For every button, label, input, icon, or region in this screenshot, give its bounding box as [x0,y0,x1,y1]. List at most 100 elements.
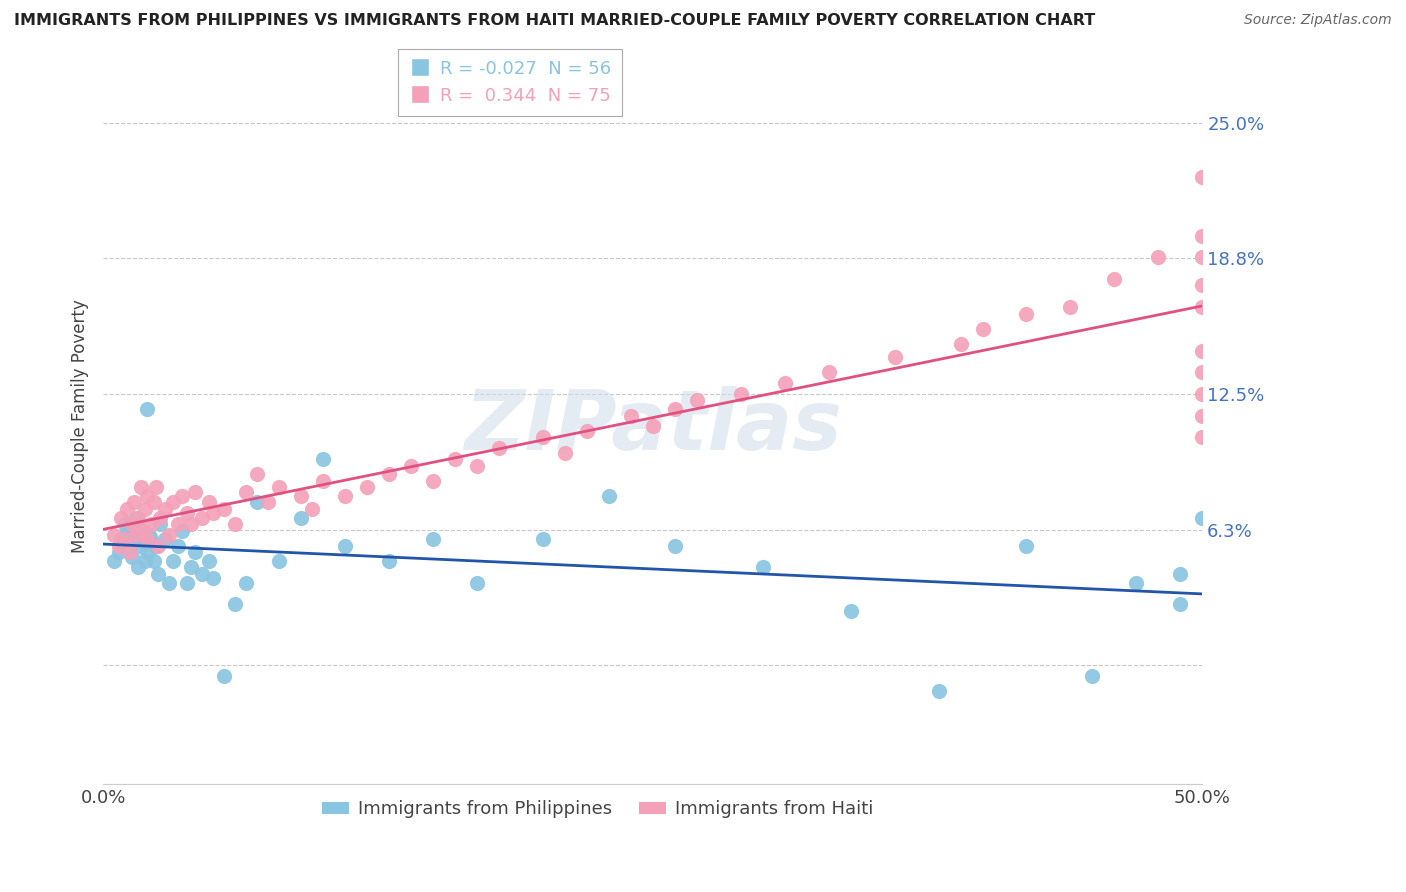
Y-axis label: Married-Couple Family Poverty: Married-Couple Family Poverty [72,300,89,553]
Point [730,387,752,401]
Point [176,506,198,520]
Point [141,533,163,547]
Point [488,441,510,455]
Point [122,495,145,509]
Point [136,545,159,559]
Point [197,495,219,509]
Point [162,554,184,568]
Point [312,474,335,488]
Point [1059,300,1081,314]
Point [598,489,620,503]
Point [1191,343,1213,358]
Point [212,669,235,683]
Point [641,419,664,434]
Point [290,489,312,503]
Point [127,560,149,574]
Point [531,430,554,444]
Text: IMMIGRANTS FROM PHILIPPINES VS IMMIGRANTS FROM HAITI MARRIED-COUPLE FAMILY POVER: IMMIGRANTS FROM PHILIPPINES VS IMMIGRANT… [14,13,1095,29]
Point [149,510,172,524]
Point [114,533,136,547]
Point [1191,300,1213,314]
Point [1081,669,1104,683]
Point [817,365,839,379]
Point [136,489,159,503]
Point [114,517,136,532]
Point [180,560,202,574]
Point [121,517,143,532]
Point [125,533,148,547]
Point [1170,598,1192,612]
Point [1191,250,1213,264]
Point [246,467,269,482]
Point [172,524,194,538]
Point [107,539,129,553]
Point [465,575,488,590]
Point [118,545,141,559]
Point [134,502,156,516]
Point [246,495,269,509]
Point [399,458,422,473]
Point [267,480,290,494]
Point [134,554,156,568]
Point [110,510,132,524]
Point [202,506,225,520]
Point [531,533,554,547]
Point [1104,272,1126,286]
Point [1191,169,1213,184]
Point [686,393,709,408]
Point [118,539,141,553]
Point [1191,228,1213,243]
Point [146,539,169,553]
Point [142,554,165,568]
Point [1191,278,1213,293]
Point [197,554,219,568]
Point [1015,539,1038,553]
Point [257,495,280,509]
Point [153,533,176,547]
Point [554,445,576,459]
Text: Source: ZipAtlas.com: Source: ZipAtlas.com [1244,13,1392,28]
Point [131,524,153,538]
Point [267,554,290,568]
Point [224,517,246,532]
Point [184,484,207,499]
Point [301,502,323,516]
Point [751,560,773,574]
Point [114,528,136,542]
Text: ZIPatlas: ZIPatlas [464,386,842,467]
Point [107,545,129,559]
Point [153,502,176,516]
Point [422,533,444,547]
Point [136,533,159,547]
Point [125,528,148,542]
Point [312,452,335,467]
Point [1125,575,1147,590]
Point [122,524,145,538]
Point [103,554,125,568]
Point [167,517,190,532]
Point [1191,365,1213,379]
Point [142,495,165,509]
Point [127,510,149,524]
Point [928,684,950,698]
Point [290,510,312,524]
Point [235,484,257,499]
Point [212,502,235,516]
Point [157,575,180,590]
Point [191,510,214,524]
Point [235,575,257,590]
Legend: Immigrants from Philippines, Immigrants from Haiti: Immigrants from Philippines, Immigrants … [315,793,882,825]
Point [121,549,143,564]
Point [149,517,172,532]
Point [138,528,160,542]
Point [422,474,444,488]
Point [110,533,132,547]
Point [125,510,148,524]
Point [176,575,198,590]
Point [1191,430,1213,444]
Point [141,517,163,532]
Point [136,402,159,417]
Point [191,566,214,581]
Point [172,489,194,503]
Point [157,528,180,542]
